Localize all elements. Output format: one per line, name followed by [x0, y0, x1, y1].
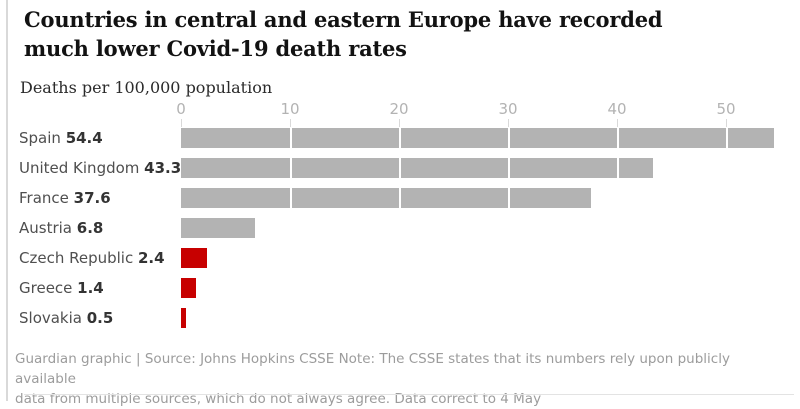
chart-unit-label: Deaths per 100,000 population [20, 78, 273, 97]
country-value: 0.5 [86, 309, 114, 327]
bar-united-kingdom [181, 158, 653, 178]
country-value: 43.3 [144, 159, 182, 177]
gridline-50 [726, 128, 728, 328]
country-value: 6.8 [76, 219, 104, 237]
x-axis-label-40: 40 [607, 100, 627, 118]
bar-label-czech-republic: Czech Republic 2.4 [19, 248, 165, 268]
x-axis-label-0: 0 [176, 100, 186, 118]
x-axis-label-30: 30 [498, 100, 518, 118]
gridline-30 [508, 128, 510, 328]
country-name: Greece [19, 279, 78, 297]
country-value: 54.4 [65, 129, 103, 147]
bar-greece [181, 278, 197, 298]
gridline-40 [617, 128, 619, 328]
x-axis-label-50: 50 [716, 100, 736, 118]
source-note-line-2: data from multiple sources, which do not… [15, 391, 542, 407]
bar-label-united-kingdom: United Kingdom 43.3 [19, 158, 181, 178]
x-axis-tick-40 [617, 119, 618, 127]
bar-label-austria: Austria 6.8 [19, 218, 103, 238]
left-border-line [6, 0, 8, 401]
bar-slovakia [181, 308, 187, 328]
source-note-line-1: Guardian graphic | Source: Johns Hopkins… [15, 351, 730, 387]
bar-austria [181, 218, 256, 238]
bar-france [181, 188, 591, 208]
bar-label-greece: Greece 1.4 [19, 278, 104, 298]
country-value: 2.4 [137, 249, 165, 267]
x-axis-tick-10 [290, 119, 291, 127]
bar-spain [181, 128, 774, 148]
bar-czech-republic [181, 248, 208, 268]
chart-title: Countries in central and eastern Europe … [24, 7, 663, 61]
x-axis-tick-50 [726, 119, 727, 127]
gridline-20 [399, 128, 401, 328]
x-axis-tick-30 [508, 119, 509, 127]
bottom-divider [24, 394, 794, 395]
country-value: 37.6 [73, 189, 111, 207]
x-axis-label-20: 20 [389, 100, 409, 118]
country-value: 1.4 [77, 279, 104, 297]
gridline-10 [290, 128, 292, 328]
x-axis-label-10: 10 [280, 100, 300, 118]
country-name: Spain [19, 129, 66, 147]
country-name: Austria [19, 219, 77, 237]
country-name: Slovakia [19, 309, 87, 327]
bar-label-slovakia: Slovakia 0.5 [19, 308, 113, 328]
country-name: France [19, 189, 74, 207]
country-name: Czech Republic [19, 249, 138, 267]
country-name: United Kingdom [19, 159, 145, 177]
x-axis-tick-20 [399, 119, 400, 127]
x-axis-tick-0 [181, 119, 182, 127]
bar-label-france: France 37.6 [19, 188, 111, 208]
source-note: Guardian graphic | Source: Johns Hopkins… [15, 349, 795, 409]
bar-label-spain: Spain 54.4 [19, 128, 103, 148]
